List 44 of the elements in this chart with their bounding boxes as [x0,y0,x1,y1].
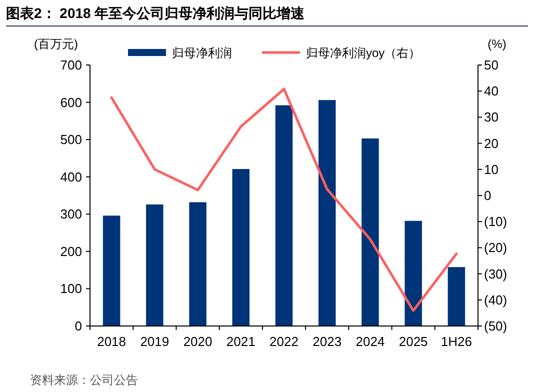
y-tick-label: 400 [60,169,82,184]
bar [189,202,206,326]
y2-tick-label: 50 [484,58,498,72]
y2-axis-title: (%) [488,37,506,51]
y-tick-label: 0 [74,318,82,334]
x-tick-label: 2021 [226,334,256,349]
y-tick-label: 600 [60,94,82,110]
y2-tick-label: (10) [484,214,508,230]
y2-tick-label: (30) [484,266,508,282]
y2-tick-label: (40) [484,292,508,308]
y2-tick-label: 20 [484,136,498,151]
x-tick-label: 2024 [356,334,385,349]
y-tick-label: 100 [60,281,82,296]
bar [362,138,379,326]
y2-tick-label: (20) [484,240,508,256]
bar [404,220,422,326]
y-tick-label: 200 [60,244,82,259]
chart-title: 图表2： 2018 年至今公司归母净利润与同比增速 [6,5,306,21]
line-series [110,88,458,312]
y-tick-label: 300 [60,206,82,222]
bar [275,105,293,326]
x-tick-label: 2022 [270,334,298,349]
y-axis-title: (百万元) [34,37,78,51]
x-tick-label: 2019 [140,334,170,349]
bar [146,204,164,326]
y2-tick-label: 10 [484,162,498,177]
y2-tick-label: (50) [484,318,508,334]
x-tick-label: 2020 [183,334,212,349]
legend-label: 归母净利润yoy（右） [306,46,421,60]
legend-label: 归母净利润 [172,46,232,60]
bar [232,169,250,326]
x-tick-label: 2025 [398,334,428,349]
y-tick-label: 700 [60,58,82,72]
x-tick-label: 1H26 [440,334,472,349]
y2-tick-label: 30 [484,110,498,125]
x-tick-label: 2018 [97,334,126,349]
bar [318,100,336,326]
text: 资料来源：公司公告 [30,373,138,387]
x-tick-label: 2023 [312,334,342,349]
bar [448,267,466,326]
y-tick-label: 500 [60,132,82,148]
y2-tick-label: 0 [484,188,492,203]
bar [102,216,120,326]
y2-tick-label: 40 [484,84,498,99]
